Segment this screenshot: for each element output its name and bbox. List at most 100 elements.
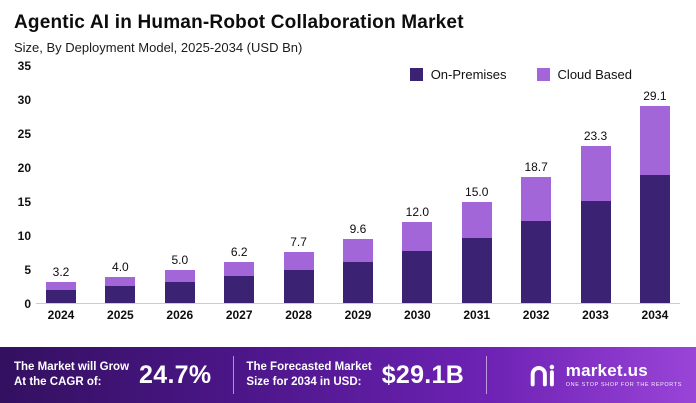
segment-on-premises[interactable] bbox=[580, 200, 611, 304]
legend: On-Premises Cloud Based bbox=[409, 67, 632, 82]
cagr-value: 24.7% bbox=[139, 360, 212, 389]
segment-on-premises[interactable] bbox=[402, 250, 433, 304]
page-title: Agentic AI in Human-Robot Collaboration … bbox=[14, 12, 464, 33]
segment-on-premises[interactable] bbox=[224, 276, 255, 304]
segment-cloud-based[interactable] bbox=[342, 238, 373, 262]
x-axis-label: 2025 bbox=[107, 308, 134, 322]
bar-group: 9.6 2029 bbox=[342, 221, 373, 325]
chart-header: Agentic AI in Human-Robot Collaboration … bbox=[0, 0, 696, 57]
legend-label: On-Premises bbox=[430, 67, 507, 82]
cagr-label: The Market will Grow At the CAGR of: bbox=[14, 361, 130, 388]
segment-on-premises[interactable] bbox=[521, 221, 552, 304]
bar-group: 3.2 2024 bbox=[46, 265, 76, 325]
bar-group: 4.0 2025 bbox=[105, 259, 136, 325]
stacked-bar[interactable] bbox=[164, 270, 195, 304]
x-axis-label: 2030 bbox=[403, 308, 431, 322]
bar-value-label: 12.0 bbox=[405, 205, 430, 220]
bar-value-label: 15.0 bbox=[465, 185, 489, 200]
marketus-brand[interactable]: market.us ONE STOP SHOP FOR THE REPORTS bbox=[528, 360, 682, 390]
stacked-bar[interactable] bbox=[580, 145, 611, 304]
segment-cloud-based[interactable] bbox=[521, 176, 552, 222]
bar-value-label: 4.0 bbox=[112, 259, 129, 274]
bar-group: 18.7 2032 bbox=[521, 159, 552, 325]
marketus-logo-icon bbox=[530, 364, 554, 387]
segment-on-premises[interactable] bbox=[46, 289, 76, 304]
bar-value-label: 18.7 bbox=[524, 159, 548, 174]
bar-value-label: 5.0 bbox=[171, 253, 189, 268]
y-axis-label: 35 bbox=[17, 59, 31, 73]
segment-cloud-based[interactable] bbox=[46, 282, 76, 290]
segment-cloud-based[interactable] bbox=[224, 261, 255, 277]
x-axis-label: 2033 bbox=[582, 308, 609, 322]
x-axis-label: 2026 bbox=[166, 308, 194, 322]
y-axis-label: 25 bbox=[17, 127, 31, 141]
x-axis-label: 2029 bbox=[344, 308, 372, 322]
forecast-label: The Forecasted Market Size for 2034 in U… bbox=[246, 361, 372, 388]
bar-group: 15.0 2031 bbox=[461, 185, 492, 325]
segment-on-premises[interactable] bbox=[105, 286, 136, 304]
y-axis-label: 0 bbox=[24, 297, 31, 311]
banner-divider bbox=[233, 356, 235, 394]
x-axis-label: 2024 bbox=[47, 308, 75, 322]
bar-value-label: 23.3 bbox=[583, 128, 608, 143]
bar-value-label: 7.7 bbox=[290, 234, 307, 249]
bar-value-label: 29.1 bbox=[643, 89, 667, 104]
bar-group: 6.2 2027 bbox=[224, 244, 255, 325]
brand-tagline: ONE STOP SHOP FOR THE REPORTS bbox=[565, 382, 682, 389]
bar-group: 23.3 2033 bbox=[580, 128, 611, 325]
segment-cloud-based[interactable] bbox=[283, 251, 314, 270]
segment-cloud-based[interactable] bbox=[639, 106, 670, 175]
x-axis-label: 2032 bbox=[522, 308, 550, 322]
segment-cloud-based[interactable] bbox=[461, 202, 492, 239]
plot-row: 0 5 10 15 20 25 30 35 3.2 2024 4.0 2025 5.0 2026 6.2 2… bbox=[8, 59, 680, 325]
stacked-bar[interactable] bbox=[402, 222, 433, 304]
legend-item-cloud-based[interactable]: Cloud Based bbox=[536, 67, 632, 82]
legend-label: Cloud Based bbox=[557, 67, 632, 82]
segment-on-premises[interactable] bbox=[342, 261, 373, 304]
brand-text: market.us ONE STOP SHOP FOR THE REPORTS bbox=[565, 360, 682, 389]
segment-cloud-based[interactable] bbox=[580, 145, 611, 201]
stacked-bar[interactable] bbox=[639, 106, 670, 304]
plot-area: 3.2 2024 4.0 2025 5.0 2026 6.2 2027 7.7 2028 9.6 20… bbox=[36, 63, 680, 325]
on-premises-swatch-icon bbox=[409, 68, 423, 81]
bar-group: 5.0 2026 bbox=[164, 253, 195, 325]
cloud-based-swatch-icon bbox=[536, 68, 550, 81]
segment-on-premises[interactable] bbox=[461, 238, 492, 304]
segment-cloud-based[interactable] bbox=[164, 270, 195, 282]
chart: On-Premises Cloud Based 0 5 10 15 20 25 30 35 3… bbox=[8, 59, 680, 347]
banner-divider bbox=[486, 356, 488, 394]
segment-on-premises[interactable] bbox=[164, 281, 195, 304]
bar-value-label: 3.2 bbox=[52, 265, 70, 280]
y-axis: 0 5 10 15 20 25 30 35 bbox=[8, 59, 36, 325]
stacked-bar[interactable] bbox=[46, 282, 76, 304]
stacked-bar[interactable] bbox=[461, 202, 492, 304]
x-axis-label: 2031 bbox=[463, 308, 491, 322]
x-axis-label: 2028 bbox=[285, 308, 312, 322]
stacked-bar[interactable] bbox=[521, 176, 552, 304]
y-axis-label: 10 bbox=[17, 229, 31, 243]
forecast-value: $29.1B bbox=[381, 360, 465, 389]
stacked-bar[interactable] bbox=[224, 261, 255, 304]
x-axis-label: 2027 bbox=[225, 308, 253, 322]
y-axis-label: 15 bbox=[17, 195, 31, 209]
legend-item-on-premises[interactable]: On-Premises bbox=[409, 67, 507, 82]
segment-cloud-based[interactable] bbox=[402, 222, 433, 251]
segment-cloud-based[interactable] bbox=[105, 276, 136, 287]
bar-value-label: 6.2 bbox=[230, 244, 248, 259]
stacked-bar[interactable] bbox=[105, 276, 136, 304]
stacked-bar[interactable] bbox=[283, 251, 314, 304]
segment-on-premises[interactable] bbox=[283, 270, 314, 304]
y-axis-label: 5 bbox=[24, 263, 31, 277]
bar-value-label: 9.6 bbox=[349, 221, 367, 236]
segment-on-premises[interactable] bbox=[639, 174, 670, 304]
y-axis-label: 20 bbox=[17, 161, 31, 175]
page-subtitle: Size, By Deployment Model, 2025-2034 (US… bbox=[14, 40, 303, 55]
stacked-bar[interactable] bbox=[342, 238, 373, 304]
brand-name: market.us bbox=[565, 360, 648, 380]
bottom-banner: The Market will Grow At the CAGR of: 24.… bbox=[0, 347, 696, 403]
y-axis-label: 30 bbox=[17, 93, 31, 107]
bar-group: 7.7 2028 bbox=[283, 234, 314, 325]
bar-group: 29.1 2034 bbox=[639, 89, 670, 325]
bar-group: 12.0 2030 bbox=[402, 205, 433, 325]
